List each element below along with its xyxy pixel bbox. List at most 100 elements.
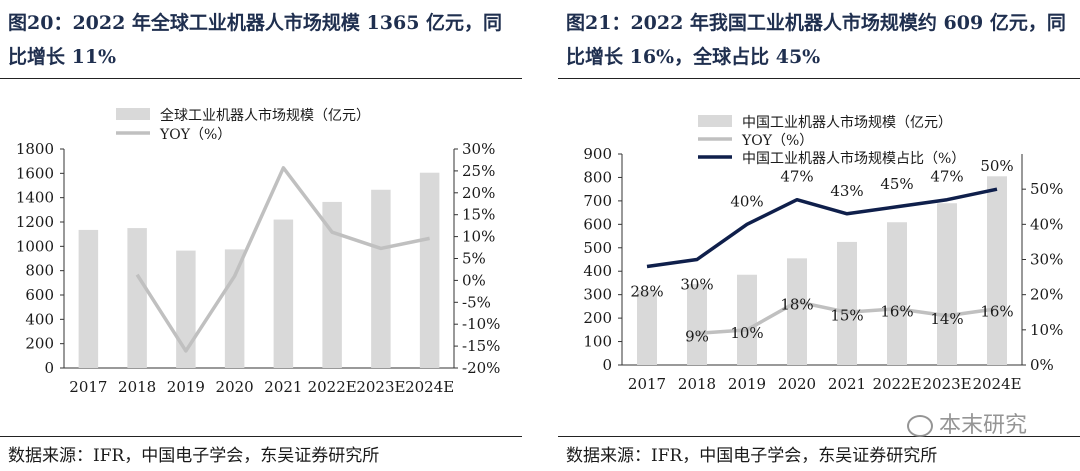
y-tick-label-left: 400 bbox=[25, 310, 54, 328]
x-tick-label: 2018 bbox=[678, 375, 716, 393]
bar bbox=[419, 172, 440, 368]
x-tick-label: 2024E bbox=[972, 375, 1021, 393]
y-tick-label-left: 1600 bbox=[16, 164, 54, 182]
bar bbox=[937, 203, 957, 365]
y-tick-label-right: 20% bbox=[462, 184, 495, 202]
y-tick-label-right: 20% bbox=[1030, 286, 1063, 304]
bar bbox=[787, 258, 807, 365]
x-tick-label: 2023E bbox=[922, 375, 971, 393]
y-tick-label-left: 500 bbox=[583, 239, 612, 257]
global-robot-market-chart: 0 200 400 600 800 1000 1200 1400 1600 1800 -20% -15… bbox=[16, 107, 501, 396]
y-tick-label-right: -5% bbox=[462, 293, 491, 311]
y-tick-label-right: 40% bbox=[1030, 215, 1063, 233]
legend-swatch bbox=[116, 108, 150, 120]
data-label: 30% bbox=[680, 276, 713, 294]
y-tick-label-right: 10% bbox=[462, 228, 495, 246]
x-tick-label: 2024E bbox=[405, 378, 454, 396]
y-tick-label-right: 5% bbox=[462, 250, 486, 268]
bar bbox=[322, 201, 342, 368]
legend-label: YOY（%） bbox=[741, 133, 813, 149]
yoy-line bbox=[135, 166, 430, 353]
y-tick-label-left: 800 bbox=[583, 168, 612, 186]
share-line bbox=[646, 187, 998, 269]
y-tick-label-left: 700 bbox=[583, 192, 612, 210]
y-tick-label-left: 900 bbox=[583, 145, 612, 163]
bar bbox=[371, 189, 391, 368]
y-tick-label-right: 25% bbox=[462, 162, 495, 180]
data-label: 28% bbox=[630, 283, 663, 301]
x-tick-label: 2021 bbox=[828, 375, 866, 393]
bar bbox=[78, 229, 99, 368]
y-tick-label-right: 30% bbox=[1030, 251, 1063, 269]
y-tick-label-right: -15% bbox=[462, 337, 500, 355]
y-tick-label-left: 200 bbox=[25, 335, 54, 353]
y-tick-label-right: 30% bbox=[462, 140, 495, 158]
y-tick-label-left: 0 bbox=[44, 359, 54, 377]
y-tick-label-left: 100 bbox=[583, 333, 612, 351]
chart-panel-china: 图21：2022 年我国工业机器人市场规模约 609 亿元，同比增长 16%，全… bbox=[558, 0, 1080, 471]
data-label: 47% bbox=[780, 168, 813, 186]
chart-title: 图20：2022 年全球工业机器人市场规模 1365 亿元，同比增长 11% bbox=[8, 12, 503, 68]
data-label: 10% bbox=[730, 324, 763, 342]
data-label: 9% bbox=[685, 327, 709, 345]
y-tick-label-right: 10% bbox=[1030, 321, 1063, 339]
legend-label: 中国工业机器人市场规模占比（%） bbox=[742, 150, 965, 167]
china-robot-market-chart: 0 100 200 300 400 500 600 700 800 900 0% 10% 20% 30% 4… bbox=[583, 114, 1063, 393]
divider bbox=[558, 78, 1080, 79]
y-tick-label-left: 600 bbox=[25, 286, 54, 304]
y-tick-label-left: 600 bbox=[583, 215, 612, 233]
x-tick-label: 2017 bbox=[628, 375, 666, 393]
bar bbox=[737, 274, 757, 365]
wechat-icon bbox=[907, 415, 933, 437]
x-tick-label: 2022E bbox=[872, 375, 921, 393]
data-label: 43% bbox=[830, 182, 863, 200]
y-tick-label-right: 0% bbox=[462, 271, 486, 289]
bar bbox=[273, 219, 294, 368]
x-tick-label: 2018 bbox=[118, 378, 156, 396]
legend-label: 中国工业机器人市场规模（亿元） bbox=[742, 114, 952, 131]
y-tick-label-left: 1400 bbox=[16, 189, 54, 207]
bar bbox=[887, 222, 907, 365]
watermark-text: 本末研究 bbox=[939, 413, 1028, 438]
x-tick-label: 2020 bbox=[216, 378, 254, 396]
bar bbox=[687, 284, 707, 365]
y-tick-label-left: 300 bbox=[583, 286, 612, 304]
y-tick-label-right: -20% bbox=[462, 359, 500, 377]
source-note: 数据来源：IFR，中国电子学会，东吴证券研究所 bbox=[566, 446, 938, 466]
x-tick-label: 2019 bbox=[167, 378, 205, 396]
y-tick-label-left: 1800 bbox=[16, 140, 54, 158]
x-tick-label: 2023E bbox=[356, 378, 405, 396]
watermark: 本末研究 bbox=[907, 407, 1027, 439]
x-tick-label: 2022E bbox=[308, 378, 357, 396]
bar bbox=[987, 176, 1007, 365]
y-tick-label-left: 400 bbox=[583, 262, 612, 280]
bar bbox=[637, 289, 657, 365]
legend-swatch bbox=[698, 115, 732, 127]
x-tick-label: 2021 bbox=[264, 378, 302, 396]
y-tick-label-right: 50% bbox=[1030, 180, 1063, 198]
y-tick-label-left: 1200 bbox=[16, 213, 54, 231]
data-label: 16% bbox=[880, 303, 913, 321]
data-label: 45% bbox=[880, 175, 913, 193]
yoy-line bbox=[696, 299, 998, 336]
data-label: 14% bbox=[930, 310, 963, 328]
bar bbox=[224, 249, 245, 368]
data-label: 40% bbox=[730, 192, 763, 210]
bar bbox=[127, 228, 147, 368]
y-tick-label-left: 1000 bbox=[16, 237, 54, 255]
y-tick-label-left: 0 bbox=[602, 356, 612, 374]
y-tick-label-right: 15% bbox=[462, 206, 495, 224]
data-label: 18% bbox=[780, 296, 813, 314]
y-tick-label-right: 0% bbox=[1030, 356, 1054, 374]
bar bbox=[176, 250, 196, 368]
data-label: 15% bbox=[830, 306, 863, 324]
legend-label: YOY（%） bbox=[159, 127, 231, 143]
data-label: 16% bbox=[980, 303, 1013, 321]
divider bbox=[0, 78, 522, 79]
chart-title: 图21：2022 年我国工业机器人市场规模约 609 亿元，同比增长 16%，全… bbox=[566, 12, 1066, 68]
divider bbox=[0, 436, 522, 437]
bar bbox=[837, 241, 857, 365]
x-tick-label: 2020 bbox=[778, 375, 816, 393]
data-label: 50% bbox=[980, 157, 1013, 175]
chart-panel-global: 图20：2022 年全球工业机器人市场规模 1365 亿元，同比增长 11% 0… bbox=[0, 0, 522, 471]
